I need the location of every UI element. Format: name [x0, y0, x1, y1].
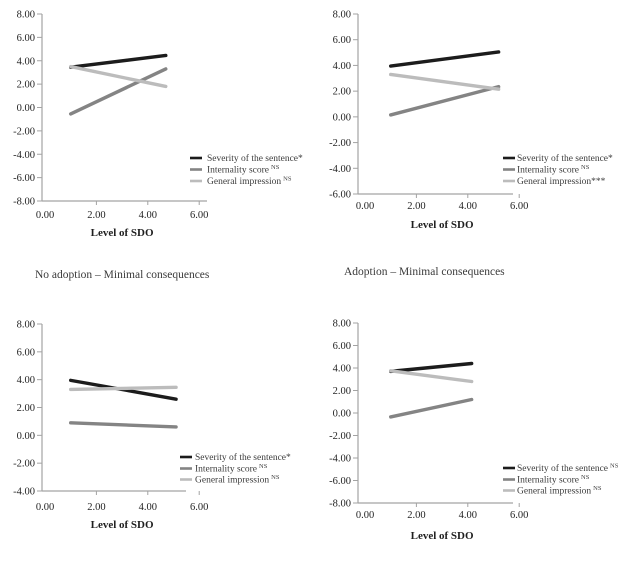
y-tick-label: 8.00 [17, 10, 35, 21]
legend-label-internality-score: Internality score NS [207, 164, 280, 176]
y-tick-label: 6.00 [333, 341, 351, 352]
y-tick-label: 4.00 [333, 61, 351, 72]
legend-label-internality-score: Internality score NS [195, 463, 268, 475]
legend-label-general-impression: General impression*** [517, 177, 606, 187]
legend-label-general-impression: General impression NS [517, 485, 602, 497]
y-tick-label: 8.00 [333, 10, 351, 21]
legend-label-general-impression: General impression NS [207, 176, 292, 188]
y-tick-label: -6.00 [329, 190, 351, 201]
legend-significance-general-impression: NS [593, 485, 602, 492]
x-tick-label: 4.00 [459, 201, 477, 212]
y-tick-label: 2.00 [333, 386, 351, 397]
legend-label-severity-of-the-sentence: Severity of the sentence NS [517, 463, 619, 475]
legend-label-severity-of-the-sentence: Severity of the sentence* [517, 153, 613, 164]
y-tick-label: 0.00 [17, 431, 35, 442]
x-tick-label: 6.00 [190, 210, 208, 221]
x-tick-label: 4.00 [139, 502, 157, 513]
legend-significance-internality-score: NS [581, 164, 590, 171]
legend-label-severity-of-the-sentence: Severity of the sentence* [195, 452, 291, 463]
x-axis-title: Level of SDO [411, 219, 474, 231]
y-tick-label: 6.00 [17, 33, 35, 44]
series-line-general-impression [388, 72, 501, 91]
x-axis-title: Level of SDO [411, 530, 474, 542]
chart-top-right: 8.00 6.00 4.00 2.00 0.00 -2.00 -4.00 -6.00 0.00 2… [329, 10, 613, 232]
x-tick-label: 2.00 [407, 510, 425, 521]
series-line-severity-of-the-sentence [388, 361, 474, 374]
series-line-internality-score [68, 421, 178, 429]
y-tick-label: 2.00 [17, 403, 35, 414]
x-tick-label: 0.00 [36, 502, 54, 513]
x-tick-label: 6.00 [510, 201, 528, 212]
legend-significance-general-impression: NS [271, 474, 280, 481]
x-tick-label: 6.00 [510, 510, 528, 521]
x-tick-label: 0.00 [356, 201, 374, 212]
legend-significance-severity-of-the-sentence: NS [610, 463, 619, 470]
x-axis-title: Level of SDO [91, 227, 154, 239]
y-tick-label: 2.00 [17, 80, 35, 91]
caption-adoption-minimal: Adoption – Minimal consequences [344, 266, 505, 278]
y-tick-label: -6.00 [329, 476, 351, 487]
series-line-general-impression [68, 385, 178, 392]
x-tick-label: 4.00 [459, 510, 477, 521]
y-tick-label: -2.00 [329, 138, 351, 149]
x-tick-label: 4.00 [139, 210, 157, 221]
legend-label-severity-of-the-sentence: Severity of the sentence* [207, 153, 303, 164]
legend-label-internality-score: Internality score NS [517, 474, 590, 486]
y-tick-label: -4.00 [329, 454, 351, 465]
y-tick-label: 0.00 [17, 103, 35, 114]
y-tick-label: 8.00 [333, 319, 351, 330]
chart-bottom-right: 8.00 6.00 4.00 2.00 0.00 -2.00 -4.00 -6.00 -8.00… [329, 319, 619, 543]
y-tick-label: -4.00 [13, 487, 35, 498]
legend-significance-internality-score: NS [581, 474, 590, 481]
x-tick-label: 2.00 [87, 502, 105, 513]
chart-top-left: 8.00 6.00 4.00 2.00 0.00 -2.00 -4.00 -6.00 -8.00… [13, 10, 303, 240]
series-line-general-impression [388, 369, 474, 384]
legend-significance-internality-score: NS [271, 164, 280, 171]
y-tick-label: -2.00 [13, 126, 35, 137]
legend-significance-internality-score: NS [259, 463, 268, 470]
series-line-severity-of-the-sentence [388, 50, 501, 68]
y-tick-label: -2.00 [329, 431, 351, 442]
y-tick-label: 6.00 [17, 347, 35, 358]
series-line-internality-score [388, 397, 474, 419]
series-line-internality-score [68, 67, 168, 116]
x-tick-label: 2.00 [87, 210, 105, 221]
y-tick-label: 2.00 [333, 87, 351, 98]
y-tick-label: 0.00 [333, 112, 351, 123]
y-tick-label: -2.00 [13, 459, 35, 470]
y-tick-label: 4.00 [17, 56, 35, 67]
series-line-severity-of-the-sentence [68, 53, 168, 69]
series-line-general-impression [68, 64, 168, 89]
y-tick-label: 4.00 [333, 364, 351, 375]
y-tick-label: 4.00 [17, 375, 35, 386]
x-tick-label: 6.00 [190, 502, 208, 513]
y-tick-label: 6.00 [333, 35, 351, 46]
x-tick-label: 0.00 [36, 210, 54, 221]
legend-label-internality-score: Internality score NS [517, 164, 590, 176]
y-tick-label: 0.00 [333, 409, 351, 420]
y-tick-label: -8.00 [329, 499, 351, 510]
series-line-internality-score [388, 84, 501, 117]
chart-bottom-left: 8.006.004.002.000.00-2.00-4.000.00 2.00 4.… [13, 320, 291, 532]
caption-no-adoption-minimal: No adoption – Minimal consequences [35, 269, 210, 281]
legend-significance-general-impression: NS [283, 176, 292, 183]
x-tick-label: 0.00 [356, 510, 374, 521]
y-tick-label: -4.00 [13, 150, 35, 161]
y-tick-label: -4.00 [329, 164, 351, 175]
legend-label-general-impression: General impression NS [195, 474, 280, 486]
y-tick-label: 8.00 [17, 320, 35, 331]
y-tick-label: -6.00 [13, 173, 35, 184]
x-axis-title: Level of SDO [91, 519, 154, 531]
y-tick-label: -8.00 [13, 197, 35, 208]
x-tick-label: 2.00 [407, 201, 425, 212]
